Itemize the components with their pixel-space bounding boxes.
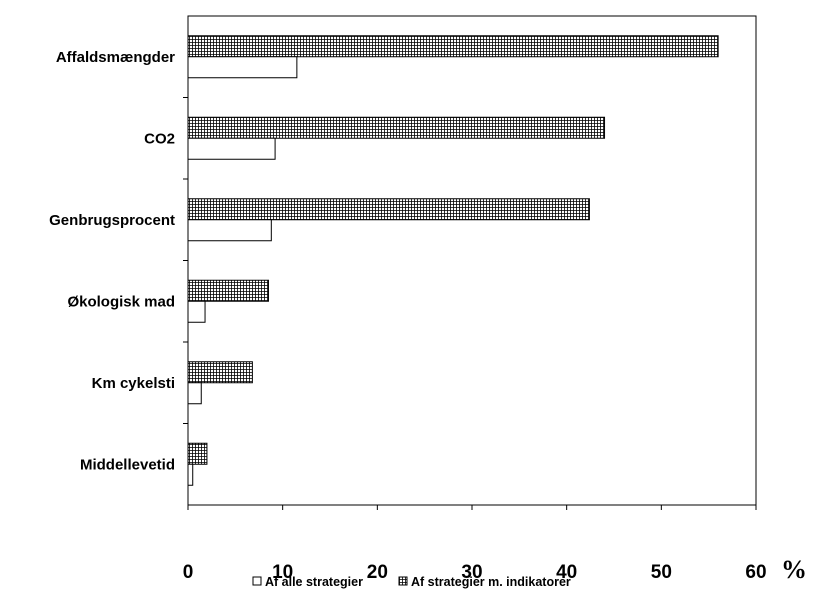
bar-strategier-m-indikatorer: [187, 116, 606, 139]
category-label: Genbrugsprocent: [49, 212, 175, 229]
legend-swatch-strategier-m-indikatorer: [398, 576, 408, 586]
x-tick-label: 20: [367, 562, 388, 583]
tick-labels: 0 10 20 30 40 50 60: [183, 562, 767, 583]
bars: [187, 35, 719, 486]
x-tick-label: 50: [651, 562, 672, 583]
bar-alle-strategier: [187, 56, 298, 79]
legend-label-alle-strategier: Af alle strategier: [265, 575, 363, 589]
legend: Af alle strategier Af strategier m. indik…: [252, 575, 571, 589]
axes: [183, 15, 757, 510]
bar-alle-strategier: [187, 463, 194, 486]
x-tick-label: 0: [183, 562, 194, 583]
x-tick-label: 10: [272, 562, 293, 583]
bar-strategier-m-indikatorer: [187, 442, 208, 465]
x-unit-label: %: [781, 555, 807, 584]
x-tick-label: 40: [556, 562, 577, 583]
bar-strategier-m-indikatorer: [187, 361, 253, 384]
legend-label-strategier-m-indikatorer: Af strategier m. indikatorer: [411, 575, 571, 589]
x-tick-label: 60: [745, 562, 766, 583]
category-label: Affaldsmængder: [56, 49, 175, 66]
bar-strategier-m-indikatorer: [187, 35, 719, 58]
bar-alle-strategier: [187, 382, 202, 405]
bar-strategier-m-indikatorer: [187, 198, 590, 221]
category-label: Middellevetid: [80, 456, 175, 473]
plot-frame: [187, 15, 757, 506]
x-tick-label: 30: [461, 562, 482, 583]
category-labels: Affaldsmængder CO2 Genbrugsprocent Økologis…: [49, 49, 175, 474]
bar-alle-strategier: [187, 300, 206, 323]
bar-alle-strategier: [187, 219, 272, 242]
category-label: Økologisk mad: [67, 293, 175, 310]
bar-strategier-m-indikatorer: [187, 279, 269, 302]
legend-swatch-alle-strategier: [252, 576, 262, 586]
category-label: Km cykelsti: [92, 375, 175, 392]
category-label: CO2: [144, 130, 175, 147]
bar-alle-strategier: [187, 137, 276, 160]
